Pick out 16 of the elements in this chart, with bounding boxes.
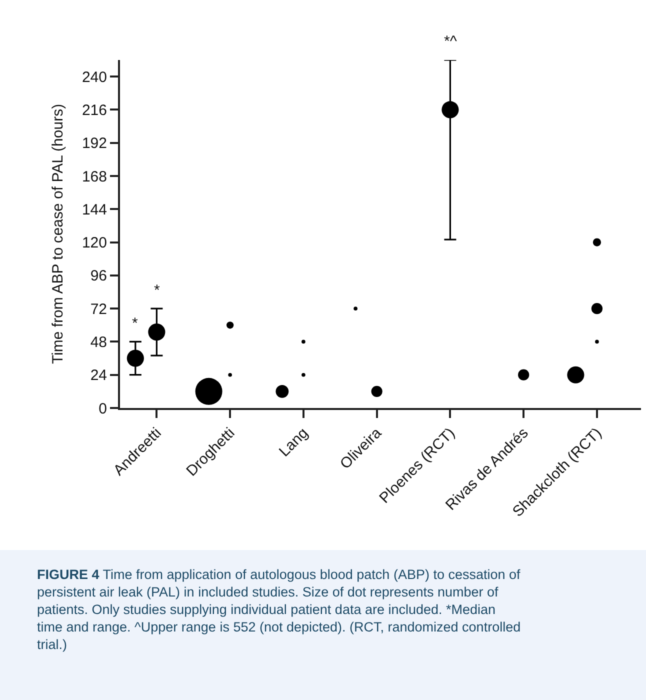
y-tick-label: 24 [90,367,107,384]
annotation: * [154,282,160,299]
y-tick-label: 216 [82,102,107,119]
annotation: * [132,315,138,332]
y-tick-label: 0 [98,400,107,418]
y-tick-label: 72 [90,300,107,318]
y-tick-label: 168 [82,168,107,186]
y-tick-label: 144 [82,201,107,218]
y-axis-title: Time from ABP to cease of PAL (hours) [50,104,67,364]
text: *^ [444,33,457,50]
y-tick-label: 240 [82,68,107,86]
y-tick-label: 192 [82,135,107,152]
caption: FIGURE 4 [37,567,100,582]
y-tick-label: 48 [90,334,107,351]
y-tick-label: 96 [90,268,107,285]
y-tick-label: 120 [82,234,107,252]
